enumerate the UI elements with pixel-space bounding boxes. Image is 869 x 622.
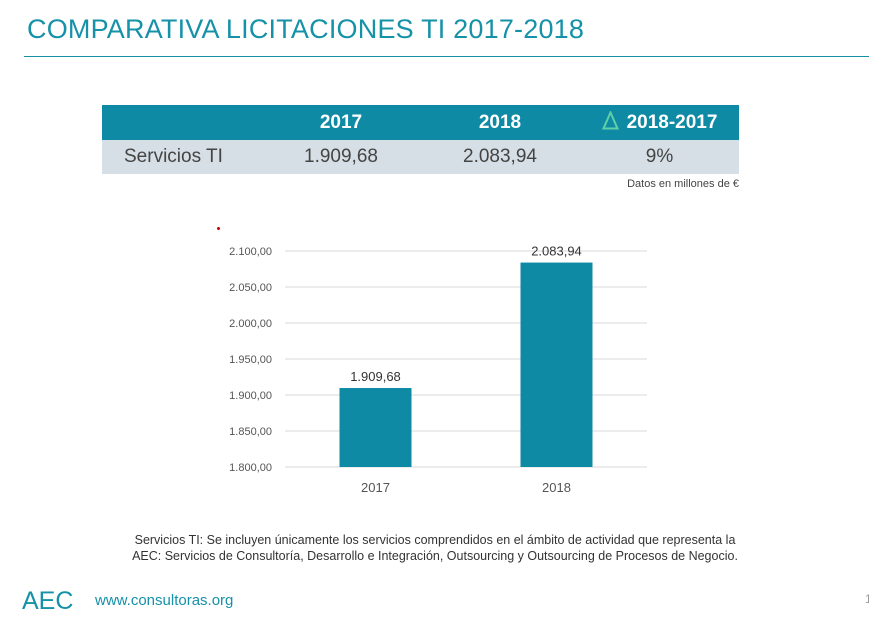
footnote-line-1: Servicios TI: Se incluyen únicamente los… bbox=[134, 533, 736, 547]
website-link[interactable]: www.consultoras.org bbox=[95, 592, 234, 609]
table-row: Servicios TI 1.909,68 2.083,94 9% bbox=[102, 140, 739, 174]
data-label: 1.909,68 bbox=[350, 369, 401, 384]
y-tick-label: 2.100,00 bbox=[229, 246, 272, 258]
data-label: 2.083,94 bbox=[531, 244, 582, 259]
aec-logo: AEC bbox=[22, 587, 73, 614]
bar bbox=[520, 262, 593, 467]
y-tick-label: 2.050,00 bbox=[229, 282, 272, 294]
summary-header-change: 2018-2017 bbox=[580, 105, 739, 140]
summary-row-label: Servicios TI bbox=[102, 140, 262, 174]
x-tick-label: 2017 bbox=[361, 480, 390, 495]
y-tick-label: 1.900,00 bbox=[229, 390, 272, 402]
summary-header-change-label: 2018-2017 bbox=[626, 112, 718, 133]
units-note: Datos en millones de € bbox=[627, 178, 739, 190]
x-tick-label: 2018 bbox=[542, 480, 571, 495]
page-number: 1 bbox=[865, 592, 869, 606]
summary-header-2018: 2018 bbox=[420, 105, 580, 140]
y-tick-label: 1.800,00 bbox=[229, 462, 272, 474]
summary-value-2017: 1.909,68 bbox=[262, 140, 420, 174]
y-tick-label: 2.000,00 bbox=[229, 318, 272, 330]
page-title: COMPARATIVA LICITACIONES TI 2017-2018 bbox=[27, 14, 585, 44]
summary-value-2018: 2.083,94 bbox=[420, 140, 580, 174]
decorative-dot bbox=[217, 227, 220, 230]
summary-table: 2017 2018 2018-2017 Servicios TI 1.909,6… bbox=[102, 105, 739, 174]
y-tick-label: 1.850,00 bbox=[229, 426, 272, 438]
y-tick-label: 1.950,00 bbox=[229, 354, 272, 366]
summary-header-empty bbox=[102, 105, 262, 140]
title-divider bbox=[24, 56, 869, 57]
delta-triangle-icon bbox=[601, 111, 619, 130]
bar bbox=[339, 388, 412, 467]
summary-value-change: 9% bbox=[580, 140, 739, 174]
footnote-line-2: AEC: Servicios de Consultoría, Desarroll… bbox=[132, 549, 738, 563]
aec-logo-text: AEC bbox=[22, 587, 73, 614]
summary-table-header-row: 2017 2018 2018-2017 bbox=[102, 105, 739, 140]
footnote: Servicios TI: Se incluyen únicamente los… bbox=[60, 532, 810, 564]
summary-header-2017: 2017 bbox=[262, 105, 420, 140]
